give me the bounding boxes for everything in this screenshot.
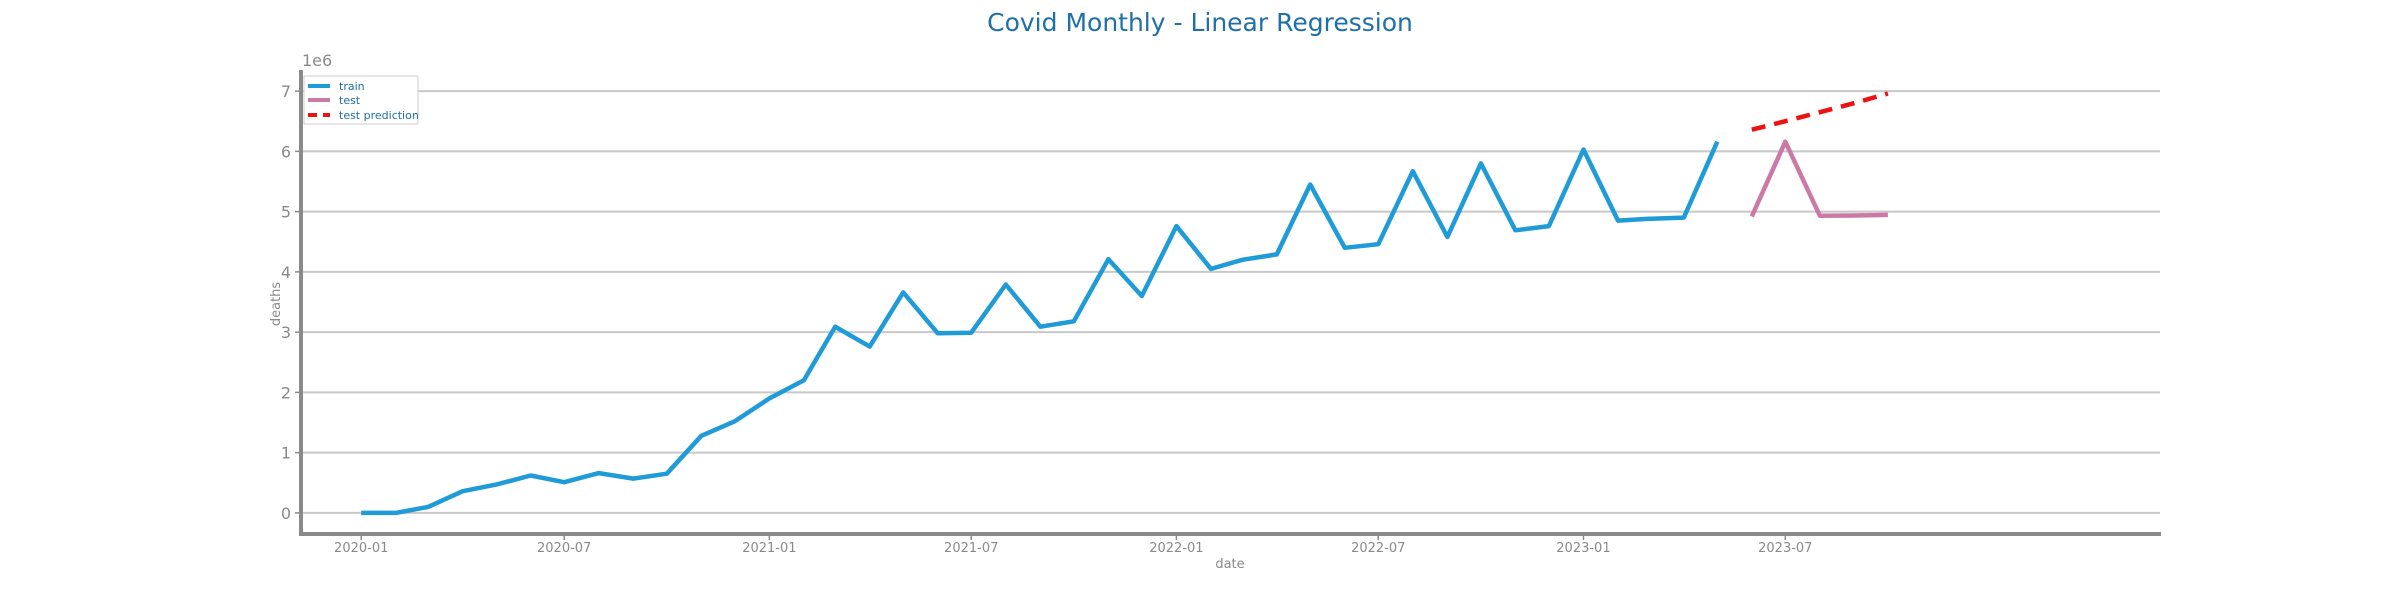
- y-axis-ticks: 0 1 2 3 4 5 6 7: [281, 82, 301, 523]
- legend-label-test-prediction: test prediction: [339, 109, 419, 122]
- y-tick-label: 5: [281, 203, 291, 222]
- series-line-train: [361, 140, 1720, 516]
- grid-lines: [301, 90, 2160, 514]
- y-tick-label: 3: [281, 323, 291, 342]
- x-tick-label: 2023-01: [1556, 541, 1610, 556]
- legend-label-train: train: [339, 80, 365, 93]
- x-axis-label: date: [1215, 557, 1244, 572]
- series-lines: [361, 91, 1889, 516]
- x-tick-label: 2022-07: [1351, 541, 1405, 556]
- x-tick-label: 2021-07: [944, 541, 998, 556]
- x-tick-label: 2022-01: [1149, 541, 1203, 556]
- series-line-test-prediction: [1751, 91, 1889, 132]
- y-axis-spine: [299, 70, 303, 534]
- y-tick-label: 0: [281, 504, 291, 523]
- series-line-test: [1749, 139, 1888, 219]
- x-tick-label: 2020-07: [537, 541, 591, 556]
- y-tick-label: 2: [281, 383, 291, 402]
- y-tick-label: 7: [281, 82, 291, 101]
- legend-label-test: test: [339, 94, 361, 107]
- y-tick-label: 1: [281, 444, 291, 463]
- x-tick-label: 2020-01: [334, 541, 388, 556]
- y-tick-label: 4: [281, 263, 291, 282]
- legend: train test test prediction: [303, 75, 419, 125]
- y-axis-label: deaths: [269, 282, 284, 327]
- x-axis-spine: [299, 532, 2161, 536]
- y-tick-label: 6: [281, 142, 291, 161]
- x-tick-label: 2023-07: [1758, 541, 1812, 556]
- y-offset-label: 1e6: [302, 51, 332, 70]
- x-tick-label: 2021-01: [742, 541, 796, 556]
- chart-title: Covid Monthly - Linear Regression: [987, 8, 1413, 37]
- x-axis-ticks: 2020-01 2020-07 2021-01 2021-07 2022-01 2022-…: [334, 534, 1812, 556]
